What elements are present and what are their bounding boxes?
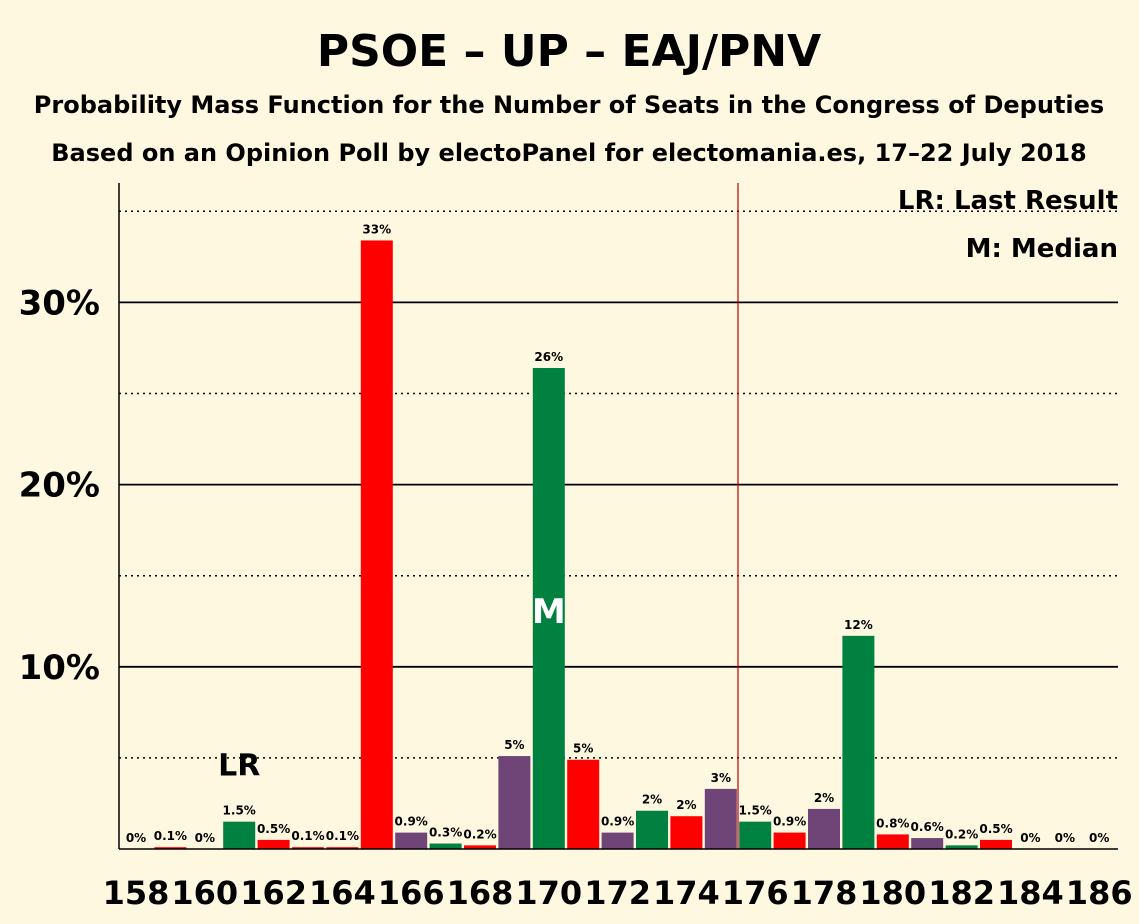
- bar: [532, 367, 565, 849]
- x-tick-label: 184: [997, 874, 1064, 912]
- x-tick-label: 164: [309, 874, 376, 912]
- bar-data-label: 0%: [1020, 831, 1040, 845]
- x-tick-label: 178: [791, 874, 858, 912]
- bar: [395, 832, 428, 849]
- chart-subtitle-source: Based on an Opinion Poll by electoPanel …: [51, 139, 1086, 167]
- bar: [945, 845, 978, 849]
- bar-data-label: 0.2%: [463, 827, 496, 841]
- bar: [223, 821, 256, 849]
- bar: [876, 834, 909, 849]
- bar: [670, 816, 703, 849]
- bar-data-label: 1.5%: [223, 804, 256, 818]
- bar-data-label: 0%: [1089, 831, 1109, 845]
- bar-data-label: 0%: [126, 831, 146, 845]
- x-tick-label: 166: [378, 874, 445, 912]
- bar: [842, 635, 875, 849]
- bar-data-label: 1.5%: [739, 804, 772, 818]
- bar-data-label: 0.5%: [979, 822, 1012, 836]
- bar: [154, 847, 187, 849]
- y-tick-label: 10%: [19, 648, 100, 688]
- grid-lines: [119, 210, 1118, 759]
- bar: [636, 810, 668, 849]
- bar-data-label: 2%: [676, 798, 696, 812]
- x-tick-label: 170: [515, 874, 582, 912]
- chart-subtitle: Probability Mass Function for the Number…: [34, 91, 1104, 119]
- x-tick-label: 180: [859, 874, 926, 912]
- bar-data-label: 26%: [534, 350, 563, 364]
- x-tick-label: 174: [653, 874, 720, 912]
- bar-data-label: 0.2%: [945, 827, 978, 841]
- bar-data-label: 0.1%: [154, 829, 187, 843]
- x-tick-label: 168: [447, 874, 514, 912]
- bar: [292, 847, 324, 849]
- y-tick-label: 20%: [19, 466, 100, 506]
- bar-data-label: 33%: [362, 222, 391, 236]
- bar: [704, 788, 737, 849]
- bar-data-label: 2%: [814, 791, 834, 805]
- bar: [429, 843, 462, 849]
- x-tick-label: 158: [103, 874, 170, 912]
- bar: [257, 839, 290, 849]
- bars: 0% 0.1% 0%1.5%0.5%0.1% 0.1%33%0.9%0.3% 0.2%5…: [126, 183, 1109, 849]
- bar: [739, 821, 772, 849]
- y-tick-label: 30%: [19, 283, 100, 323]
- axes: [118, 183, 1118, 850]
- x-tick-label: 176: [722, 874, 789, 912]
- bar-data-label: 0.9%: [773, 815, 806, 829]
- bar-data-label: 0.3%: [429, 826, 462, 840]
- tick-labels: 10%20%30%158 160 162 164 166 168 170 172 174 176 1…: [19, 283, 1133, 912]
- chart-title: PSOE – UP – EAJ/PNV: [317, 26, 821, 77]
- x-tick-label: 182: [928, 874, 995, 912]
- bar-data-label: 0.6%: [911, 820, 944, 834]
- bar: [601, 832, 634, 849]
- x-tick-label: 162: [240, 874, 307, 912]
- bar-data-label: 0.9%: [601, 815, 634, 829]
- bar-data-label: 0.9%: [395, 815, 428, 829]
- bar-data-label: 0.1%: [291, 829, 324, 843]
- bar: [326, 847, 359, 849]
- bar: [498, 756, 531, 849]
- x-tick-label: 186: [1066, 874, 1133, 912]
- median-marker: M: [532, 592, 566, 632]
- x-tick-label: 160: [171, 874, 238, 912]
- bar-data-label: 5%: [573, 742, 593, 756]
- bar-data-label: 0%: [195, 831, 215, 845]
- bar: [360, 240, 393, 849]
- legend-median: M: Median: [966, 234, 1118, 264]
- bar: [567, 759, 600, 849]
- bar-data-label: 0.1%: [326, 829, 359, 843]
- bar-data-label: 5%: [504, 738, 524, 752]
- bar-data-label: 0.5%: [257, 822, 290, 836]
- last-result-marker: LR: [218, 749, 260, 784]
- bar: [911, 838, 944, 849]
- bar-data-label: 0.8%: [876, 816, 909, 830]
- bar-data-label: 12%: [844, 618, 873, 632]
- bar: [980, 839, 1012, 849]
- bar-data-label: 3%: [711, 771, 731, 785]
- bar: [808, 808, 840, 849]
- bar-data-label: 0%: [1055, 831, 1075, 845]
- bar: [773, 832, 806, 849]
- x-tick-label: 172: [584, 874, 651, 912]
- bar: [464, 845, 496, 849]
- bar-data-label: 2%: [642, 793, 662, 807]
